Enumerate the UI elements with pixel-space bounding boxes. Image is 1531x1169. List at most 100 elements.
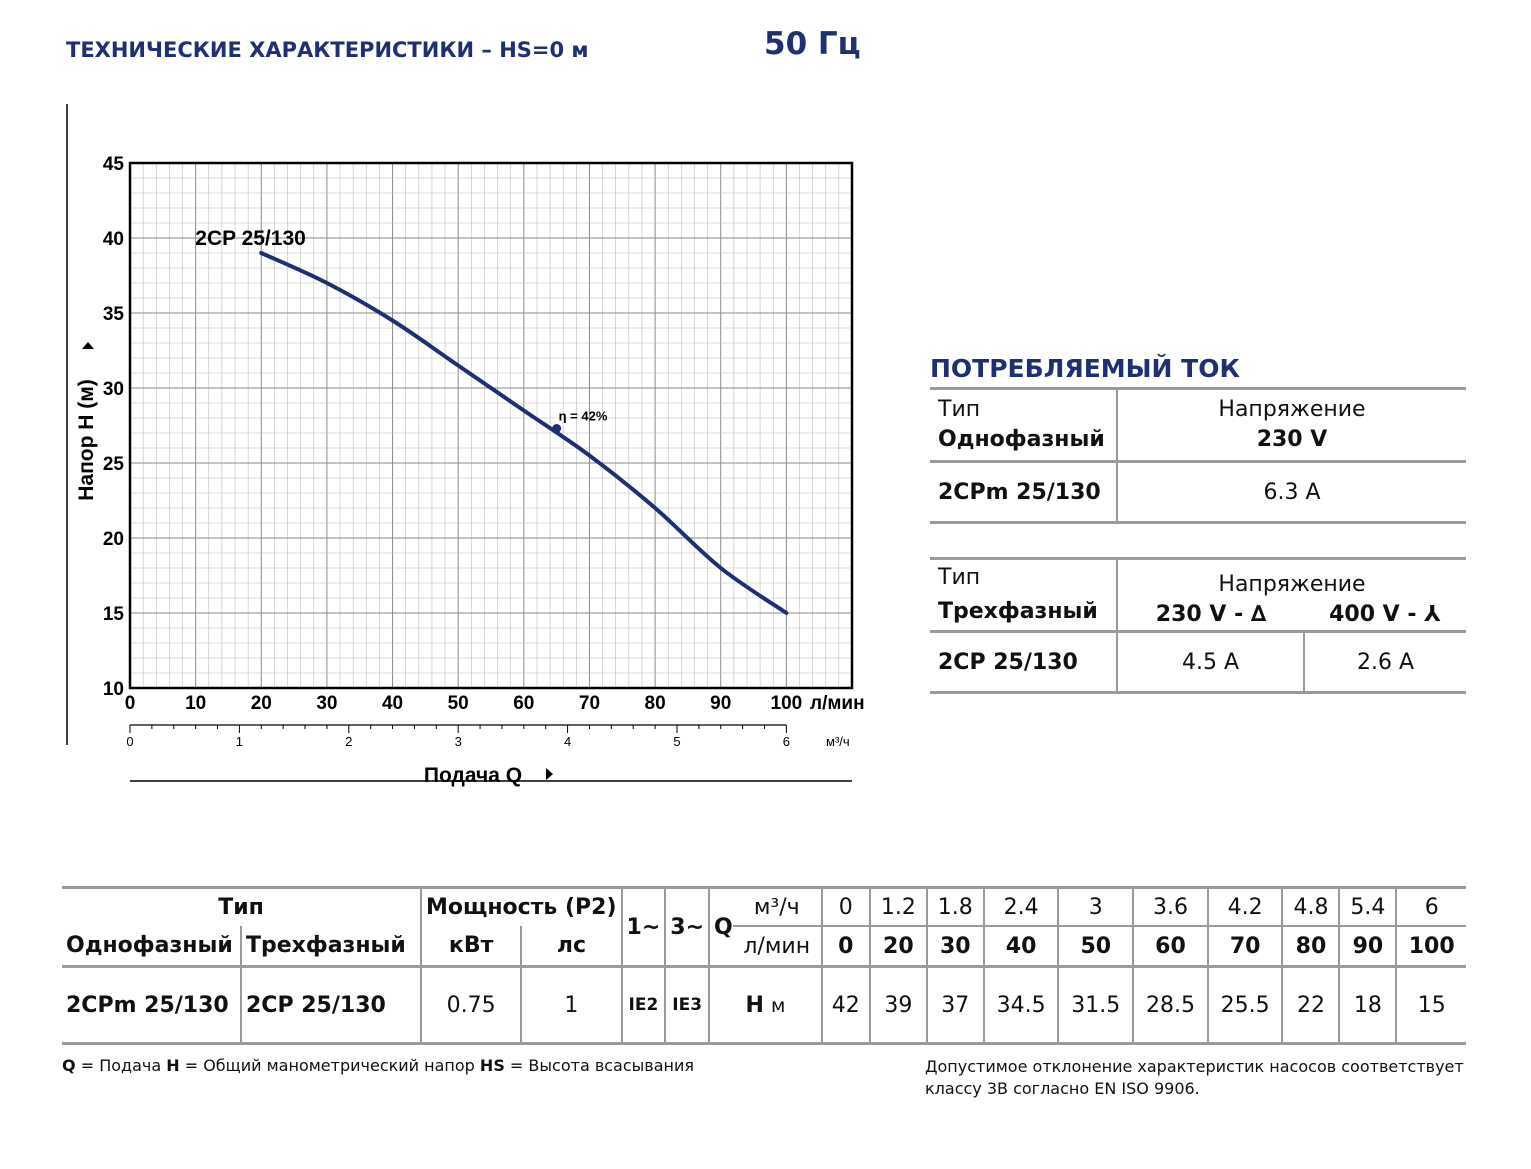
lmin-9: 100	[1395, 925, 1466, 967]
tolerance-note: Допустимое отклонение характеристик насо…	[925, 1057, 1464, 1098]
x-tick-label: 40	[382, 693, 403, 714]
y-axis-label-group: Напор H (м)	[75, 379, 98, 501]
phase-1-label: 1~	[620, 886, 666, 967]
x2-tick-label: 6	[783, 734, 790, 749]
spec-single-model: 2CPm 25/130	[62, 965, 241, 1045]
current-section-title: ПОТРЕБЛЯЕМЫЙ ТОК	[930, 354, 1240, 383]
page-title: ТЕХНИЧЕСКИЕ ХАРАКТЕРИСТИКИ – HS=0 м	[66, 38, 589, 62]
lmin-4: 50	[1057, 925, 1134, 967]
voltage-value: 230 V	[1256, 427, 1328, 452]
lmin-1: 20	[868, 925, 927, 967]
spec-three-label: Трехфазный	[240, 926, 421, 967]
x-ticks: 0 10 20 30 40 50 60 70 80 90 100	[125, 693, 803, 714]
y-tick-label: 10	[103, 679, 124, 700]
x-axis-label: Подача Q	[424, 764, 522, 787]
phase-3-label: 3~	[664, 886, 710, 967]
m3h-2: 1.8	[925, 886, 984, 926]
spec-single-label: Однофазный	[66, 933, 233, 958]
single-voltage-cell: Напряжение 230 V	[1117, 387, 1466, 462]
phase-label: Однофазный	[938, 427, 1105, 452]
h-2: 37	[925, 965, 984, 1045]
single-current: 6.3 A	[1117, 460, 1466, 524]
h-3: 34.5	[982, 965, 1059, 1045]
lmin-7: 80	[1281, 925, 1340, 967]
single-phase-current-table: Тип Однофазный Напряжение 230 V 2CPm 25/…	[930, 387, 1466, 524]
x-tick-label: 20	[251, 693, 272, 714]
x2-tick-label: 5	[673, 734, 680, 749]
spec-ie2: IE2	[620, 965, 666, 1045]
phase-label: Трехфазный	[938, 599, 1098, 624]
plot-frame	[128, 161, 854, 690]
unit-m3h: м³/ч	[732, 886, 822, 926]
voltage-label: Напряжение	[1218, 397, 1366, 422]
hp-label: лс	[520, 926, 622, 967]
lmin-5: 60	[1132, 925, 1208, 967]
voltage-230-delta: 230 V - ∆	[1155, 601, 1267, 627]
lmin-0: 0	[820, 925, 870, 967]
h-7: 22	[1281, 965, 1340, 1045]
x-tick-label: 0	[125, 693, 136, 714]
y-ticks: 10 15 20 25 30 35 40 45	[103, 154, 125, 700]
x-unit-label: л/мин	[810, 693, 865, 714]
spec-power-label: Мощность (P2)	[420, 886, 622, 926]
y-tick-label: 45	[103, 154, 125, 175]
m3h-8: 5.4	[1338, 886, 1397, 926]
q-label: Q	[708, 886, 733, 967]
series-line-2cp-25-130	[259, 251, 789, 615]
performance-table: Тип Мощность (P2) 1~ 3~ Q м³/ч 0 1.2 1.8…	[62, 886, 1466, 1045]
lmin-8: 90	[1338, 925, 1397, 967]
m3h-7: 4.8	[1281, 886, 1340, 926]
h-unit: м	[770, 994, 786, 1017]
three-phase-current-table: Тип Трехфазный Напряжение 230 V - ∆ 400 …	[930, 557, 1466, 694]
h-4: 31.5	[1057, 965, 1134, 1045]
efficiency-point	[552, 424, 562, 433]
x2-tick-label: 4	[564, 734, 571, 749]
secondary-x-axis: 0 1 2 3 4 5 6	[126, 724, 790, 749]
y-tick-label: 15	[103, 604, 125, 625]
y-tick-label: 30	[103, 379, 124, 400]
m3h-6: 4.2	[1206, 886, 1283, 926]
y-axis-label: Напор H (м)	[75, 379, 98, 501]
x-axis-arrow-icon	[546, 768, 553, 780]
footer-legend: Q = Подача H = Общий манометрический нап…	[62, 1056, 694, 1075]
h-label: H	[745, 992, 764, 1018]
three-type-cell: Тип Трехфазный	[930, 557, 1118, 632]
legend-hs-key: HS	[479, 1056, 505, 1075]
lmin-6: 70	[1206, 925, 1283, 967]
single-model: 2CPm 25/130	[930, 460, 1118, 524]
three-model: 2CP 25/130	[930, 630, 1118, 694]
legend-hs-text: = Высота всасывания	[504, 1056, 695, 1075]
legend-h-text: = Общий манометрический напор	[179, 1056, 480, 1075]
x-tick-label: 60	[513, 693, 534, 714]
h-5: 28.5	[1132, 965, 1208, 1045]
y-tick-label: 25	[103, 454, 125, 475]
h-1: 39	[868, 965, 927, 1045]
spec-h-label: H м	[708, 965, 822, 1045]
m3h-5: 3.6	[1132, 886, 1208, 926]
x2-tick-label: 0	[126, 734, 133, 749]
lmin-3: 40	[982, 925, 1059, 967]
legend-q-key: Q	[62, 1056, 76, 1075]
three-current-400: 2.6 A	[1304, 630, 1466, 694]
series-label: 2CP 25/130	[195, 227, 306, 250]
h-6: 25.5	[1206, 965, 1283, 1045]
x2-unit-label: м³/ч	[826, 734, 850, 749]
m3h-4: 3	[1057, 886, 1134, 926]
y-tick-label: 35	[103, 304, 125, 325]
x2-tick-label: 3	[455, 734, 462, 749]
m3h-0: 0	[820, 886, 870, 926]
spec-three-model: 2CP 25/130	[240, 965, 421, 1045]
three-voltage-label: Напряжение	[1117, 557, 1466, 598]
type-label: Тип	[938, 565, 981, 590]
x2-tick-label: 2	[345, 734, 352, 749]
kw-label: кВт	[419, 926, 522, 967]
three-current-230: 4.5 A	[1117, 630, 1305, 694]
x-tick-label: 10	[185, 693, 206, 714]
x2-tick-label: 1	[236, 734, 243, 749]
h-8: 18	[1338, 965, 1397, 1045]
x-tick-label: 50	[448, 693, 469, 714]
x-tick-label: 90	[710, 693, 731, 714]
m3h-3: 2.4	[982, 886, 1059, 926]
spec-type-label: Тип	[62, 886, 421, 926]
